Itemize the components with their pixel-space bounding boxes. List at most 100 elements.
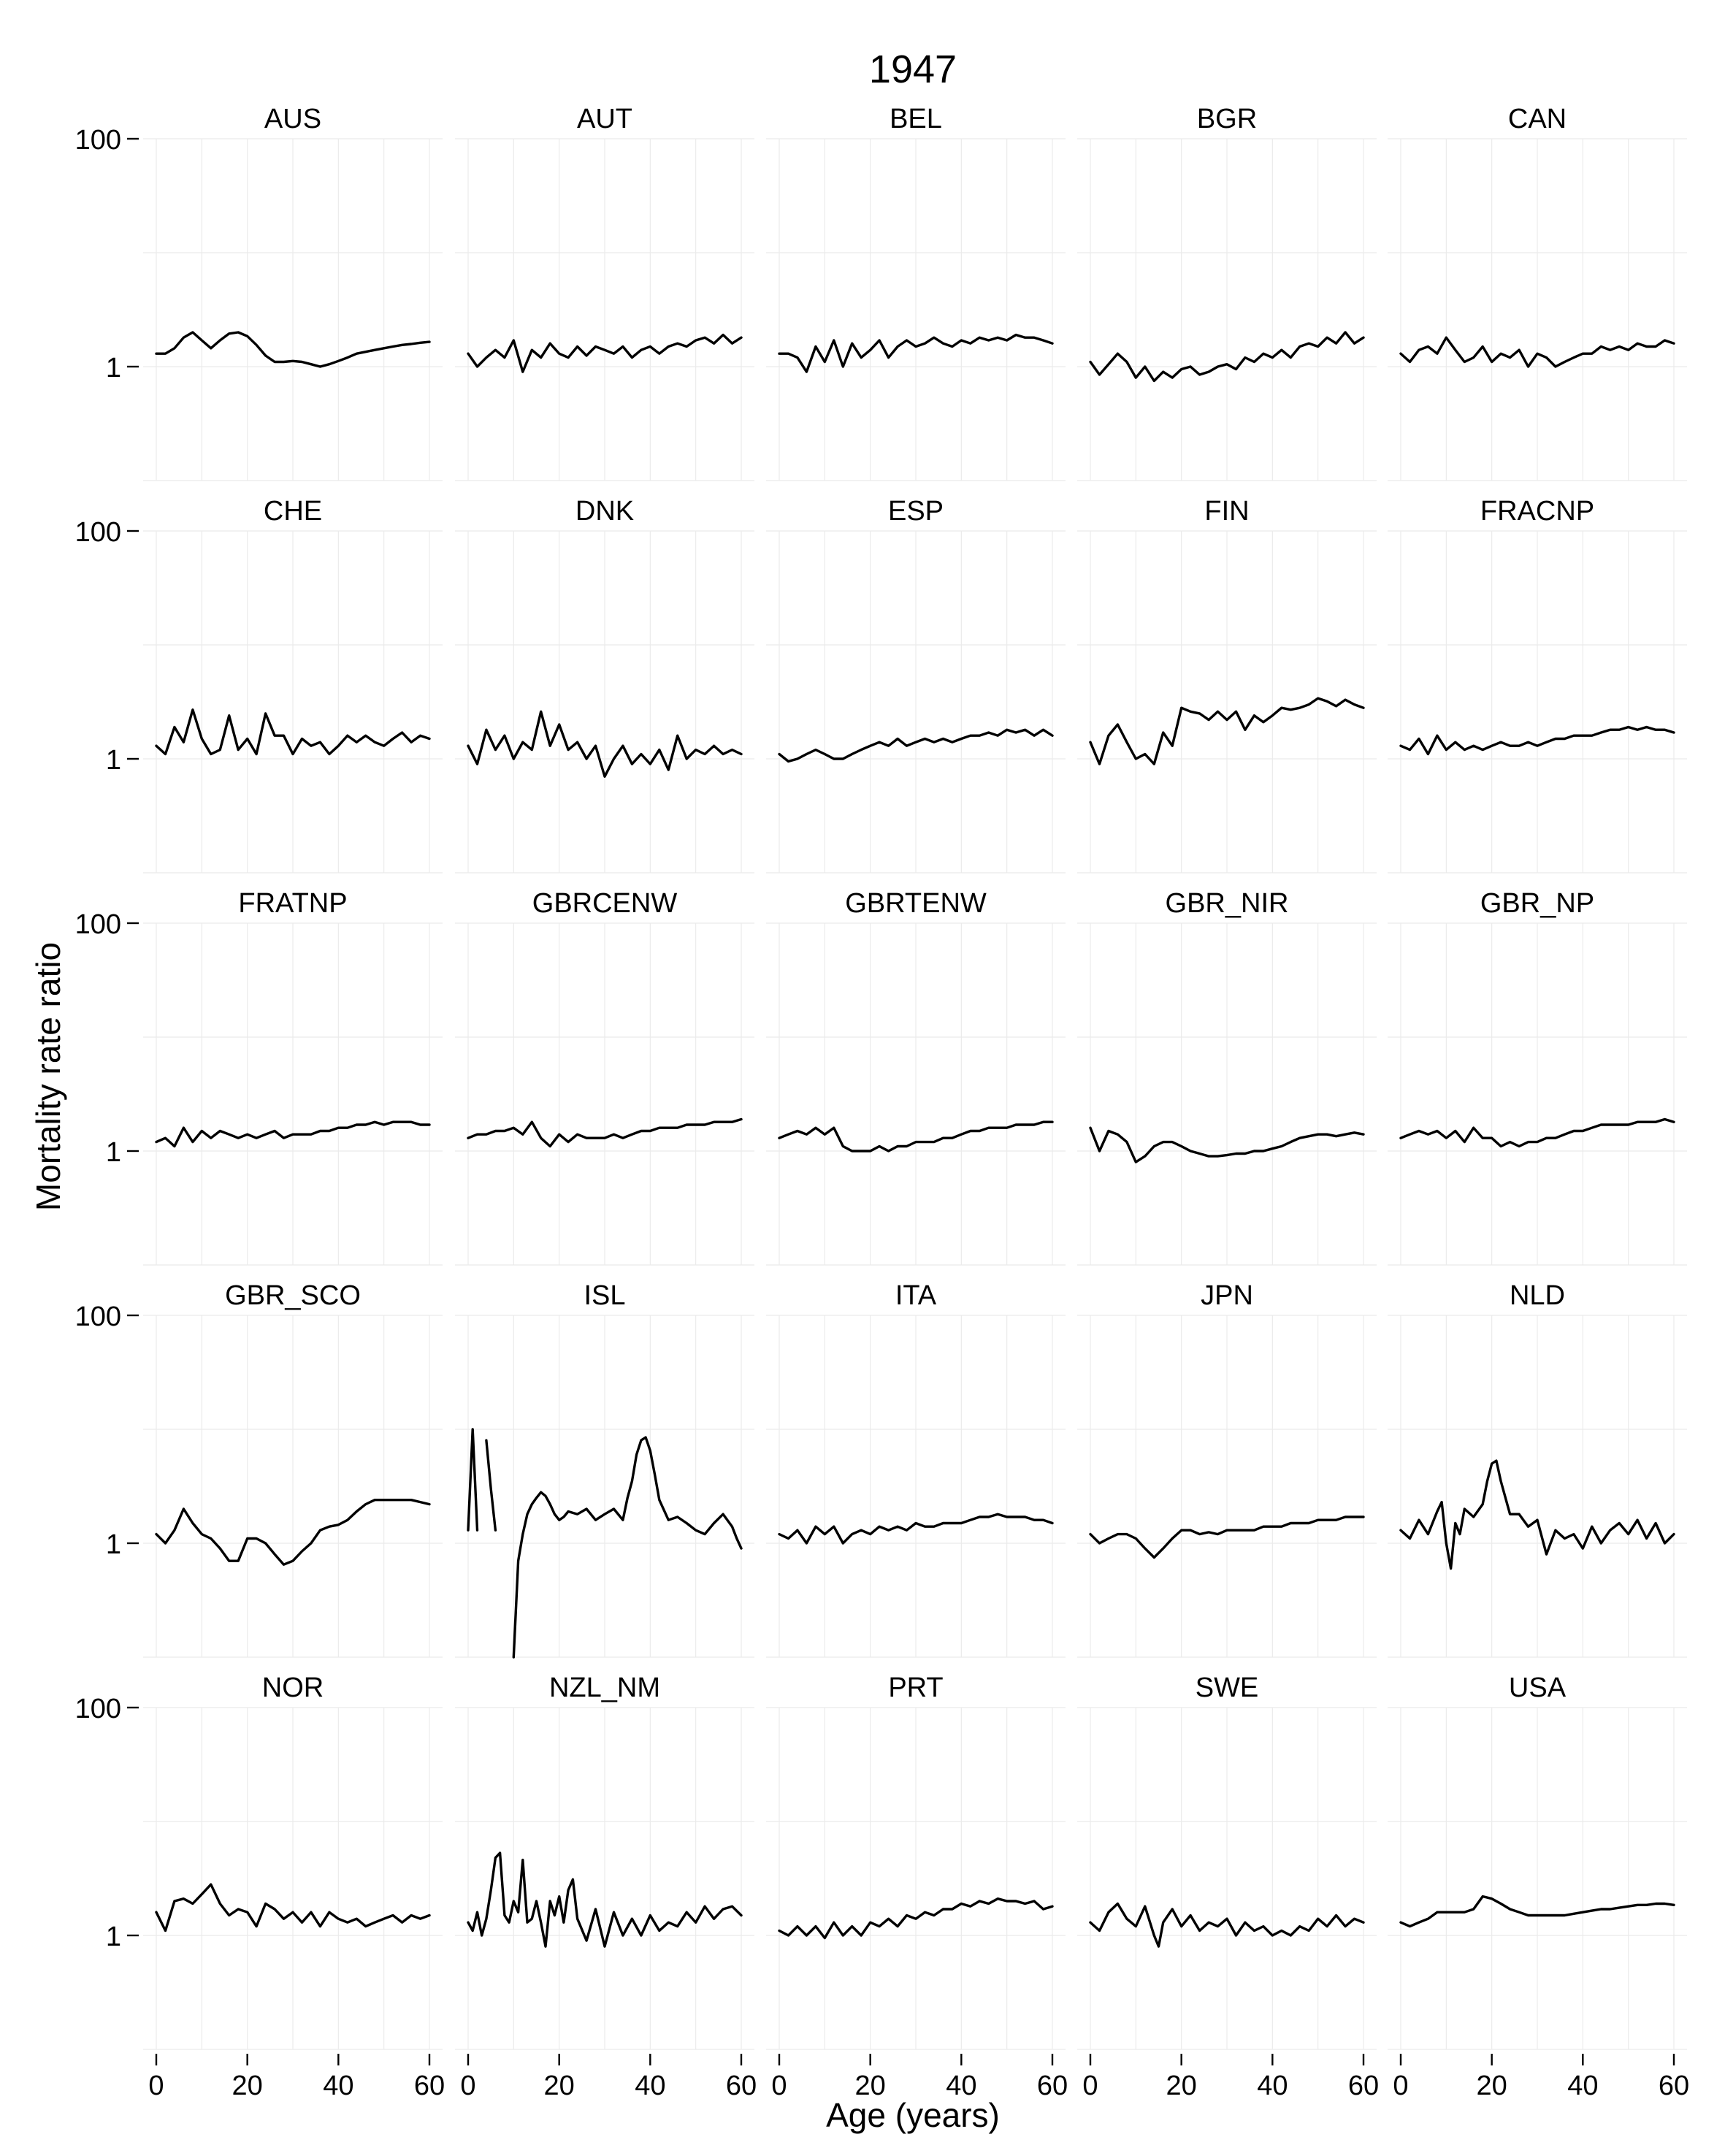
- y-tick-label: 1: [106, 353, 121, 383]
- x-tick-label: 60: [726, 2071, 757, 2101]
- panel-title: FIN: [1204, 496, 1249, 527]
- panel-aus: AUS 1 100: [75, 104, 443, 481]
- series-line: [1399, 725, 1675, 756]
- panel-aut: AUT: [455, 104, 754, 481]
- panel-title: AUS: [264, 104, 321, 134]
- y-tick-label: 100: [75, 1694, 121, 1724]
- panel-title: GBRCENW: [532, 888, 678, 919]
- series-line: [1399, 1459, 1675, 1570]
- panel-title: DNK: [575, 496, 634, 527]
- x-tick-label: 0: [1393, 2071, 1408, 2101]
- series-line: [1399, 1895, 1675, 1928]
- series-line: [1089, 1902, 1365, 1948]
- series-line: [778, 728, 1054, 763]
- panel-isl: ISL: [455, 1280, 754, 1659]
- panel-title: JPN: [1201, 1280, 1253, 1311]
- x-tick-label: 0: [460, 2071, 475, 2101]
- panel-title: ISL: [584, 1280, 625, 1311]
- panel-dnk: DNK: [455, 496, 754, 874]
- panel-title: USA: [1509, 1673, 1567, 1703]
- x-axis-title: Age (years): [826, 2096, 1000, 2134]
- x-tick-label: 60: [414, 2071, 445, 2101]
- panel-nld: NLD: [1388, 1280, 1687, 1658]
- y-tick-label: 1: [106, 1529, 121, 1560]
- series-line: [1399, 1117, 1675, 1148]
- panel-bel: BEL: [766, 104, 1066, 481]
- series-line: [155, 1499, 431, 1566]
- panel-title: BGR: [1197, 104, 1257, 134]
- panel-gbr-sco: GBR_SCO 1 100: [75, 1280, 443, 1658]
- series-line: [155, 1883, 431, 1933]
- series-line: [155, 708, 431, 756]
- x-tick-label: 40: [1567, 2071, 1598, 2101]
- y-tick-label: 1: [106, 1922, 121, 1952]
- panel-title: GBR_NIR: [1166, 888, 1289, 919]
- series-line: [155, 331, 431, 368]
- x-tick-label: 60: [1659, 2071, 1689, 2101]
- series-line: [155, 1120, 431, 1148]
- x-tick-label: 40: [946, 2071, 976, 2101]
- panel-title: NZL_NM: [549, 1673, 660, 1703]
- panel-ita: ITA: [766, 1280, 1066, 1658]
- x-tick-label: 20: [1166, 2071, 1197, 2101]
- panel-title: ESP: [888, 496, 944, 527]
- y-tick-label: 100: [75, 517, 121, 548]
- x-tick-label: 0: [771, 2071, 787, 2101]
- x-tick-label: 40: [323, 2071, 353, 2101]
- panel-nor: NOR 1 100 0 20 40 60: [75, 1673, 445, 2101]
- panel-esp: ESP: [766, 496, 1066, 874]
- x-tick-label: 40: [1257, 2071, 1288, 2101]
- y-tick-label: 1: [106, 1137, 121, 1168]
- x-tick-label: 0: [148, 2071, 164, 2101]
- series-line: [1089, 697, 1365, 765]
- panel-title: CAN: [1508, 104, 1567, 134]
- panel-fracnp: FRACNP: [1388, 496, 1687, 874]
- panel-title: PRT: [888, 1673, 943, 1703]
- y-tick-label: 1: [106, 745, 121, 776]
- y-tick-label: 100: [75, 909, 121, 940]
- panel-gbrcenw: GBRCENW: [455, 888, 754, 1266]
- panel-jpn: JPN: [1077, 1280, 1377, 1658]
- series-line: [1089, 1126, 1365, 1163]
- y-axis-title: Mortality rate ratio: [29, 942, 67, 1211]
- panel-fratnp: FRATNP 1 100: [75, 888, 443, 1266]
- x-tick-label: 0: [1082, 2071, 1098, 2101]
- panel-title: BEL: [890, 104, 942, 134]
- panel-title: CHE: [264, 496, 322, 527]
- panel-bgr: BGR: [1077, 104, 1377, 481]
- series-line: [778, 333, 1054, 373]
- panel-title: ITA: [895, 1280, 937, 1311]
- panel-can: CAN: [1388, 104, 1687, 481]
- panel-title: AUT: [577, 104, 632, 134]
- series-line: [467, 710, 743, 778]
- x-tick-label: 20: [855, 2071, 886, 2101]
- series-line: [778, 1120, 1054, 1152]
- series-line: [467, 1851, 743, 1948]
- panel-fin: FIN: [1077, 496, 1377, 874]
- y-tick-label: 100: [75, 1301, 121, 1332]
- panel-gbr-np: GBR_NP: [1388, 888, 1687, 1266]
- series-line: [1399, 336, 1675, 368]
- panel-title: GBRTENW: [845, 888, 987, 919]
- panel-prt: PRT 0 20 40 60: [766, 1673, 1068, 2101]
- series-line: [467, 333, 743, 373]
- series-line: [467, 1117, 743, 1148]
- panel-title: GBR_NP: [1480, 888, 1594, 919]
- series-line: [778, 1513, 1054, 1545]
- panel-title: SWE: [1196, 1673, 1259, 1703]
- panel-nzl-nm: NZL_NM 0 20 40 60: [455, 1673, 757, 2101]
- x-tick-label: 20: [544, 2071, 575, 2101]
- x-tick-label: 60: [1348, 2071, 1379, 2101]
- panel-usa: USA 0 20 40 60: [1388, 1673, 1689, 2101]
- panel-swe: SWE 0 20 40 60: [1077, 1673, 1379, 2101]
- x-tick-label: 40: [635, 2071, 665, 2101]
- panel-gbrtenw: GBRTENW: [766, 888, 1066, 1266]
- x-tick-label: 60: [1037, 2071, 1068, 2101]
- panel-title: NOR: [262, 1673, 324, 1703]
- series-line: [467, 1428, 743, 1659]
- panel-title: NLD: [1510, 1280, 1565, 1311]
- x-tick-label: 20: [1477, 2071, 1507, 2101]
- series-line: [1089, 331, 1365, 383]
